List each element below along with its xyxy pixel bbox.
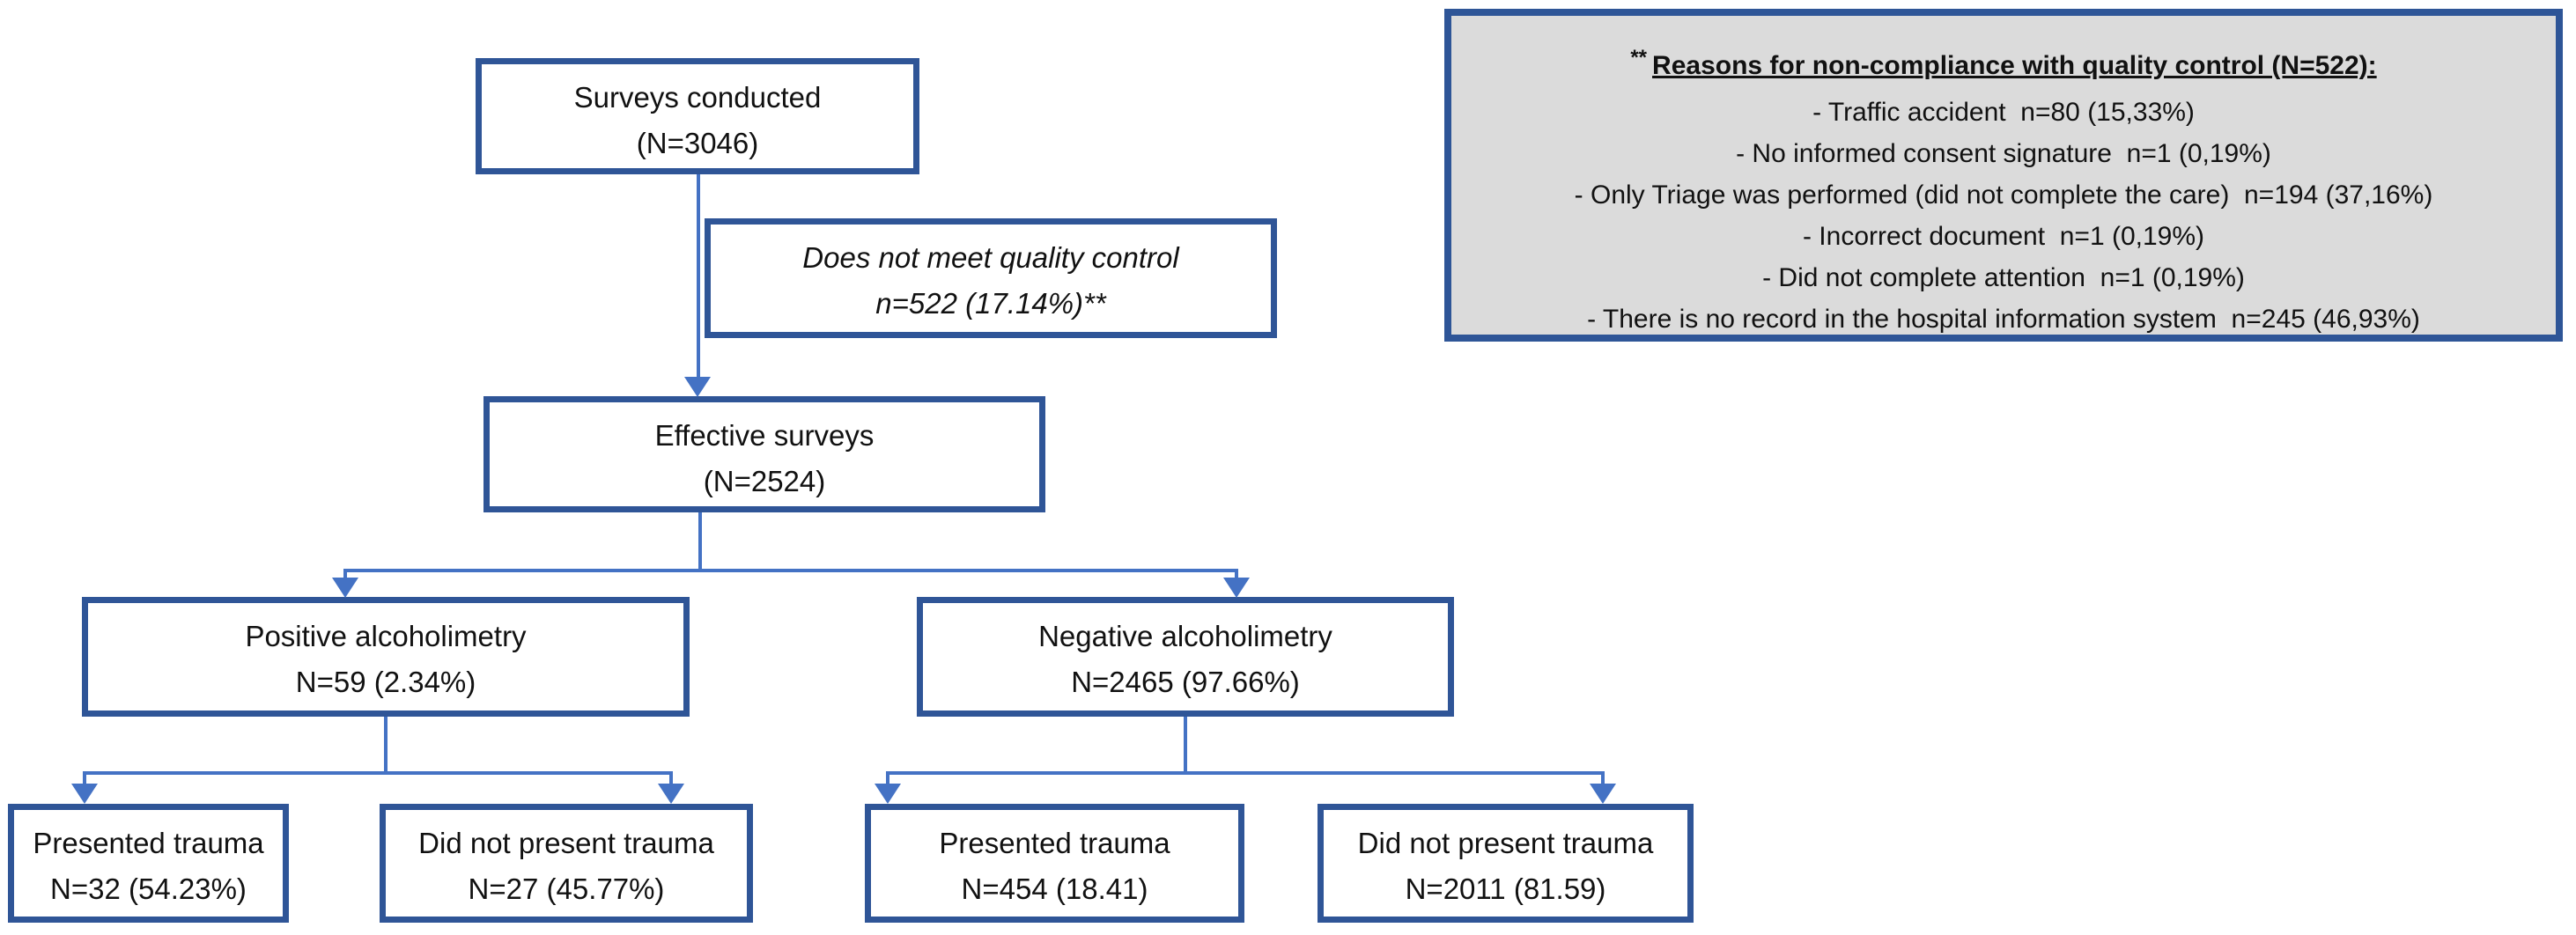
node-label: Did not present trauma	[418, 827, 714, 859]
connector-positive-stem	[384, 717, 388, 773]
node-label: Surveys conducted	[573, 81, 822, 114]
connector-drop-positive-no-trauma	[669, 771, 673, 786]
legend-item: - There is no record in the hospital inf…	[1587, 305, 2420, 334]
legend-asterisks: **	[1630, 46, 1648, 70]
node-count: (N=3046)	[636, 127, 759, 159]
node-count: N=454 (18.41)	[961, 872, 1148, 905]
arrowhead-down-icon	[1590, 784, 1616, 804]
node-negative-alcoholimetry: Negative alcoholimetry N=2465 (97.66%)	[917, 597, 1454, 717]
node-positive-presented-trauma: Presented trauma N=32 (54.23%)	[8, 804, 289, 923]
legend-title: ** Reasons for non-compliance with qualit…	[1467, 37, 2540, 86]
arrowhead-down-icon	[332, 578, 358, 598]
legend-item: - Traffic accident n=80 (15,33%)	[1812, 98, 2195, 127]
node-count: (N=2524)	[703, 465, 826, 497]
node-positive-alcoholimetry: Positive alcoholimetry N=59 (2.34%)	[82, 597, 690, 717]
node-label: Negative alcoholimetry	[1038, 620, 1332, 652]
connector-drop-negative-no-trauma	[1601, 771, 1605, 786]
node-effective-surveys: Effective surveys (N=2524)	[483, 396, 1045, 512]
connector-surveys-to-effective	[697, 174, 700, 379]
arrowhead-down-icon	[71, 784, 98, 804]
node-count: N=2011 (81.59)	[1405, 872, 1606, 905]
connector-effective-stem	[698, 512, 702, 571]
connector-drop-positive-trauma	[83, 771, 86, 786]
connector-negative-rail	[888, 771, 1605, 775]
connector-negative-stem	[1184, 717, 1187, 773]
connector-positive-rail	[85, 771, 673, 775]
connector-drop-positive	[343, 569, 347, 581]
node-count: n=522 (17.14%)**	[875, 287, 1106, 320]
node-positive-no-trauma: Did not present trauma N=27 (45.77%)	[380, 804, 753, 923]
node-count: N=27 (45.77%)	[468, 872, 665, 905]
connector-effective-rail	[345, 569, 1238, 572]
node-count: N=59 (2.34%)	[295, 666, 476, 698]
node-negative-presented-trauma: Presented trauma N=454 (18.41)	[865, 804, 1244, 923]
connector-drop-negative	[1235, 569, 1238, 581]
node-label: Effective surveys	[654, 419, 875, 452]
node-label: Presented trauma	[939, 827, 1170, 859]
legend-reasons-box: ** Reasons for non-compliance with qualit…	[1444, 9, 2563, 342]
arrowhead-down-icon	[875, 784, 901, 804]
legend-item: - Only Triage was performed (did not com…	[1574, 180, 2433, 210]
node-negative-no-trauma: Did not present trauma N=2011 (81.59)	[1318, 804, 1694, 923]
node-label: Does not meet quality control	[802, 241, 1179, 274]
connector-drop-negative-trauma	[886, 771, 889, 786]
legend-item: - Did not complete attention n=1 (0,19%)	[1762, 263, 2245, 292]
legend-item: - No informed consent signature n=1 (0,1…	[1736, 139, 2271, 168]
node-surveys-conducted: Surveys conducted (N=3046)	[476, 58, 919, 174]
node-count: N=2465 (97.66%)	[1071, 666, 1300, 698]
arrowhead-down-icon	[1223, 578, 1250, 598]
legend-item: - Incorrect document n=1 (0,19%)	[1802, 222, 2205, 251]
arrowhead-down-icon	[684, 377, 711, 397]
node-label: Positive alcoholimetry	[245, 620, 527, 652]
node-label: Did not present trauma	[1357, 827, 1654, 859]
node-quality-control-fail: Does not meet quality control n=522 (17.…	[705, 218, 1277, 338]
node-label: Presented trauma	[33, 827, 264, 859]
node-count: N=32 (54.23%)	[50, 872, 247, 905]
legend-title-text: Reasons for non-compliance with quality …	[1652, 51, 2377, 80]
arrowhead-down-icon	[658, 784, 684, 804]
